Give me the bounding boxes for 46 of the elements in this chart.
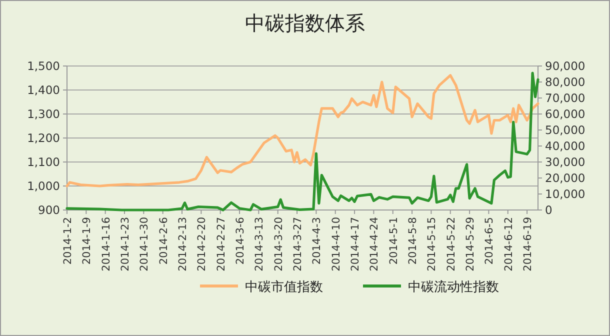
x-tick-label: 2014-4-17 — [350, 217, 362, 272]
x-tick-label: 2014-5-29 — [464, 217, 477, 272]
x-tick-label: 2014-1-9 — [81, 217, 94, 265]
legend-label: 中碳流动性指数 — [408, 279, 499, 295]
y-tick-label: 900 — [38, 203, 60, 217]
x-tick-label: 2014-6-19 — [522, 217, 534, 272]
line-series — [66, 74, 540, 188]
y2-tick-label: 0 — [545, 203, 552, 217]
x-tick-label: 2014-2-6 — [158, 216, 170, 265]
chart-title: 中碳指数体系 — [245, 11, 365, 35]
x-tick-label: 2014-2-13 — [177, 217, 190, 272]
x-tick-label: 2014-4-24 — [368, 216, 381, 272]
x-tick-label: 2014-3-20 — [272, 217, 285, 272]
y-tick-label: 1,100 — [27, 155, 60, 169]
x-tick-label: 2014-6-12 — [502, 217, 515, 272]
x-tick-label: 2014-2-20 — [196, 217, 208, 272]
x-tick-label: 2014-3-27 — [292, 217, 304, 272]
x-tick-label: 2014-3-13 — [254, 217, 266, 272]
y2-tick-label: 60,000 — [545, 107, 586, 121]
x-tick-label: 2014-5-8 — [407, 217, 420, 265]
y2-tick-label: 80,000 — [545, 75, 586, 89]
y-tick-label: 1,200 — [27, 131, 60, 145]
x-tick-label: 2014-1-2 — [62, 217, 74, 265]
y2-tick-label: 30,000 — [545, 155, 586, 169]
x-tick-label: 2014-4-3 — [311, 217, 324, 265]
x-tick-label: 2014-2-27 — [215, 217, 228, 272]
y-tick-label: 1,000 — [27, 179, 60, 193]
y2-tick-label: 10,000 — [545, 187, 586, 201]
y2-tick-label: 90,000 — [545, 59, 586, 73]
y2-tick-label: 70,000 — [545, 91, 586, 105]
x-tick-label: 2014-5-15 — [426, 217, 438, 272]
y-tick-label: 1,300 — [27, 107, 60, 121]
y-tick-label: 1,500 — [27, 59, 60, 73]
y2-tick-label: 50,000 — [545, 123, 586, 137]
x-tick-label: 2014-1-30 — [138, 217, 151, 272]
x-tick-label: 2014-4-10 — [330, 217, 342, 272]
x-tick-label: 2014-1-23 — [120, 217, 132, 272]
x-tick-label: 2014-5-1 — [388, 217, 400, 265]
x-tick-label: 2014-6-5 — [484, 217, 496, 265]
y2-tick-label: 20,000 — [545, 171, 586, 185]
x-tick-label: 2014-5-22 — [445, 217, 458, 272]
y-tick-label: 1,400 — [27, 83, 60, 97]
legend-label: 中碳市值指数 — [245, 280, 323, 295]
y2-tick-label: 40,000 — [545, 139, 586, 153]
x-tick-label: 2014-1-16 — [100, 216, 112, 272]
x-tick-label: 2014-3-6 — [234, 216, 247, 265]
